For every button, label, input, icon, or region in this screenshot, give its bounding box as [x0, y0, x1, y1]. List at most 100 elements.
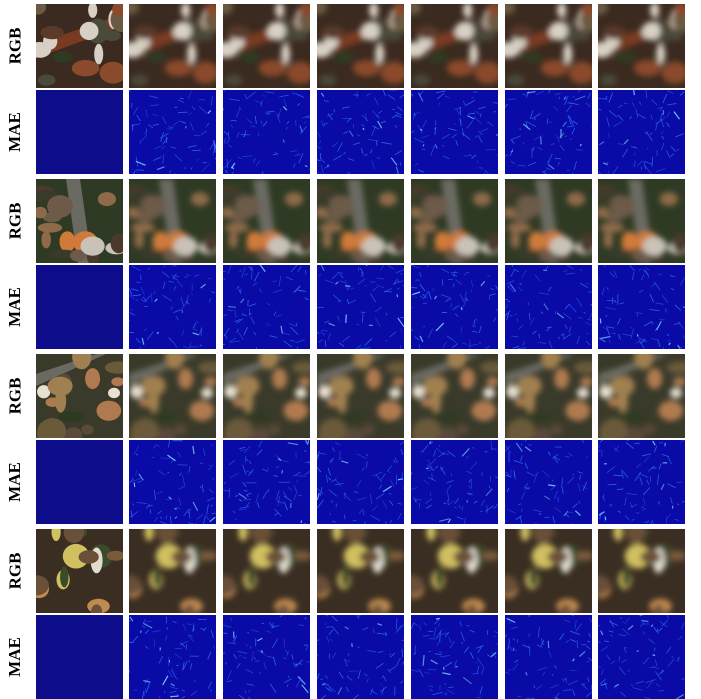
rgb-blob: [268, 237, 292, 256]
mae-error-stroke: [178, 112, 188, 113]
rgb-blob: [281, 44, 290, 65]
rgb-blob: [660, 192, 678, 206]
mae-error-stroke: [397, 294, 398, 297]
rgb-blob: [600, 75, 618, 86]
rgb-blob: [174, 237, 198, 256]
rgb-background: [36, 529, 123, 613]
mae-error-map-tile: [223, 265, 310, 349]
mae-error-stroke: [199, 100, 206, 101]
rgb-image-tile: [505, 529, 592, 613]
rgb-image-tile: [129, 179, 216, 263]
rgb-blob: [94, 44, 103, 65]
rgb-blob: [172, 550, 192, 563]
mae-error-map-tile: [129, 265, 216, 349]
mae-error-stroke: [637, 334, 638, 336]
mae-error-map-tile: [411, 440, 498, 524]
mae-error-map-tile: [36, 615, 123, 699]
rgb-image-tile: [223, 354, 310, 438]
rgb-blob: [360, 550, 380, 563]
mae-background: [36, 440, 123, 524]
mae-error-map-tile: [317, 615, 404, 699]
rgb-blob: [152, 411, 177, 422]
rgb-blob: [609, 195, 635, 218]
rgb-blob: [47, 195, 73, 218]
rgb-blob: [548, 550, 568, 563]
mae-error-stroke: [578, 318, 582, 319]
rgb-blob: [103, 30, 121, 41]
rgb-blob: [566, 401, 591, 421]
rgb-row-label: RGB: [4, 4, 26, 88]
mae-error-stroke: [226, 662, 227, 664]
rgb-blob: [670, 388, 682, 398]
rgb-blob: [447, 60, 475, 76]
rgb-image-tile: [223, 179, 310, 263]
rgb-blob: [456, 425, 469, 435]
mae-background: [129, 615, 216, 699]
rgb-blob: [341, 567, 349, 588]
mae-error-map-tile: [36, 90, 123, 174]
mae-error-stroke: [175, 509, 177, 510]
mae-error-map-tile: [505, 615, 592, 699]
mae-error-stroke: [444, 667, 445, 669]
mae-error-stroke: [255, 661, 259, 662]
mae-error-map-tile: [36, 265, 123, 349]
mae-error-stroke: [180, 98, 183, 99]
rgb-blob: [622, 567, 630, 588]
mae-error-stroke: [534, 119, 536, 120]
rgb-blob: [522, 51, 541, 62]
rgb-blob: [329, 377, 354, 396]
rgb-blob: [178, 368, 193, 389]
rgb-image-tile: [36, 179, 123, 263]
rgb-image-tile: [505, 354, 592, 438]
mae-error-map-tile: [505, 90, 592, 174]
rgb-image-tile: [36, 4, 123, 88]
mae-error-stroke: [137, 170, 145, 171]
rgb-blob: [375, 44, 384, 65]
mae-error-map-tile: [598, 265, 685, 349]
rgb-blob: [366, 368, 381, 389]
rgb-row-label: RGB: [4, 529, 26, 613]
rgb-blob: [165, 60, 193, 76]
mae-error-map-tile: [129, 440, 216, 524]
mae-error-map-tile: [223, 615, 310, 699]
rgb-blob: [455, 22, 474, 40]
mae-background: [36, 265, 123, 349]
rgb-blob: [268, 425, 281, 435]
rgb-blob: [577, 388, 589, 398]
mae-error-stroke: [301, 521, 302, 523]
rgb-blob: [201, 388, 213, 398]
mae-background: [223, 265, 310, 349]
rgb-blob: [328, 195, 354, 218]
rgb-blob: [529, 567, 537, 588]
mae-error-stroke: [461, 307, 462, 310]
rgb-background: [223, 529, 310, 613]
rgb-blob: [384, 30, 402, 41]
mae-row-label: MAE: [4, 615, 26, 699]
rgb-image-tile: [411, 4, 498, 88]
mae-error-map-tile: [317, 265, 404, 349]
rgb-row-label: RGB: [4, 179, 26, 263]
mae-background: [317, 440, 404, 524]
mae-error-stroke: [541, 137, 542, 145]
rgb-blob: [362, 237, 386, 256]
rgb-blob: [38, 223, 62, 233]
rgb-blob: [422, 195, 448, 218]
rgb-blob: [134, 26, 157, 39]
rgb-blob: [549, 22, 568, 40]
rgb-blob: [246, 411, 271, 422]
rgb-blob: [134, 231, 144, 248]
rgb-blob: [295, 388, 307, 398]
rgb-blob: [472, 401, 497, 421]
mae-row-label: MAE: [4, 265, 26, 349]
rgb-blob: [643, 237, 667, 256]
rgb-blob: [228, 26, 251, 39]
rgb-blob: [72, 60, 100, 76]
rgb-blob: [108, 388, 120, 398]
mae-error-stroke: [337, 273, 342, 274]
rgb-image-tile: [36, 354, 123, 438]
rgb-blob: [247, 567, 255, 588]
rgb-image-tile: [129, 4, 216, 88]
rgb-blob: [234, 195, 260, 218]
rgb-label-text: RGB: [5, 378, 25, 415]
rgb-blob: [378, 401, 403, 421]
